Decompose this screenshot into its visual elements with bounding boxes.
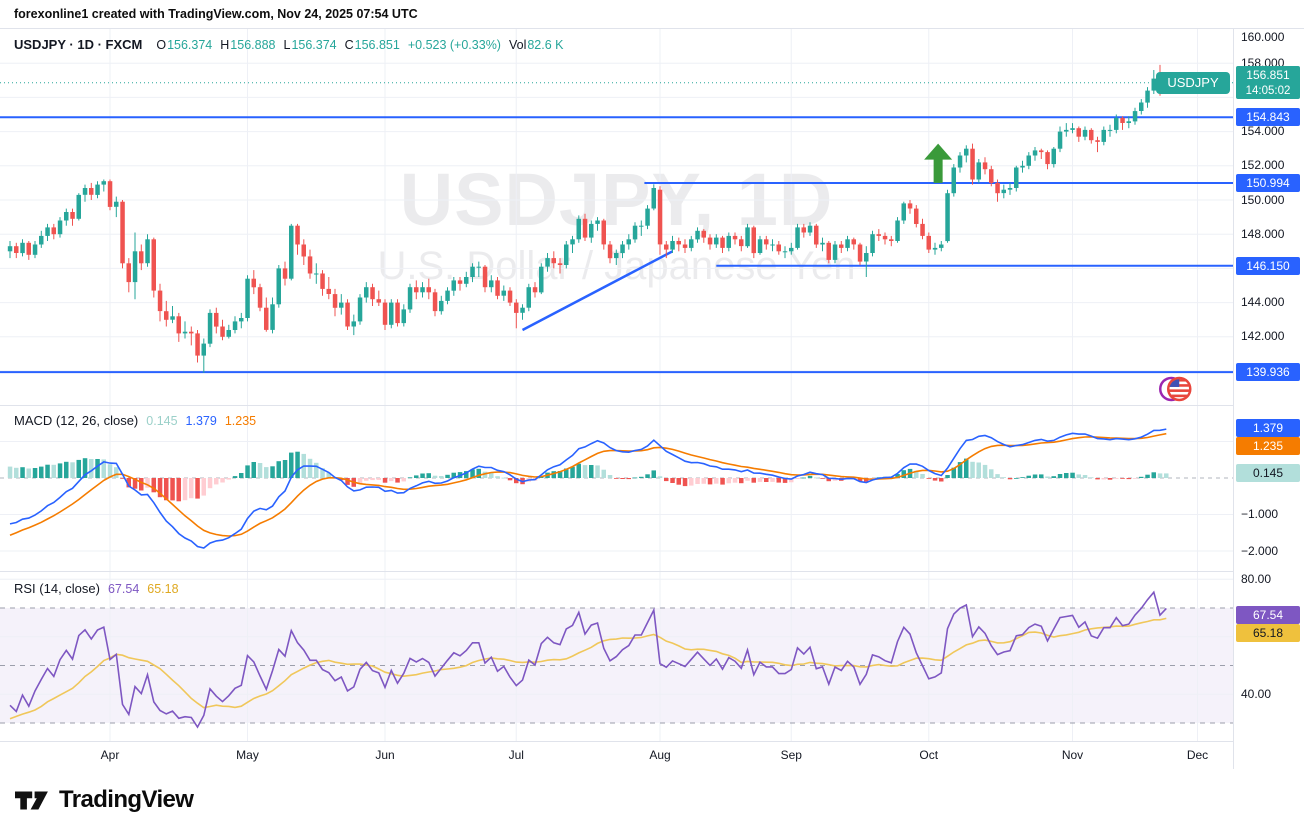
macd-histogram-value: 0.145 bbox=[146, 414, 178, 428]
macd-value-badge: 1.379 bbox=[1236, 418, 1300, 437]
chart-area: USDJPY, 1D U.S. Dollar / Japanese Yen US… bbox=[0, 28, 1304, 770]
high-label: H bbox=[220, 38, 230, 52]
macd-line bbox=[9, 428, 1167, 549]
rsi-legend: RSI (14, close) 67.54 65.18 bbox=[14, 581, 179, 596]
time-tick-nov: Nov bbox=[1061, 748, 1084, 762]
tradingview-wordmark[interactable]: TradingView bbox=[59, 786, 194, 813]
macd-title[interactable]: MACD (12, 26, close) bbox=[14, 413, 139, 428]
rsi-line-value: 67.54 bbox=[107, 582, 140, 596]
chart-canvas[interactable] bbox=[0, 29, 1233, 741]
trendline[interactable] bbox=[521, 250, 674, 332]
last-price-badge: 156.851 14:05:02 bbox=[1236, 65, 1300, 99]
pane-separator[interactable] bbox=[0, 405, 1304, 406]
histogram-value-badge: 0.145 bbox=[1236, 463, 1300, 482]
axis-tick-label: 152.000 bbox=[1241, 158, 1285, 173]
volume-label: Vol bbox=[508, 38, 527, 52]
macd-signal-value: 1.235 bbox=[224, 414, 257, 428]
open-value: 156.374 bbox=[167, 38, 213, 52]
attribution-text: forexonline1 created with TradingView.co… bbox=[14, 7, 418, 21]
axis-tick-label: 150.000 bbox=[1241, 192, 1285, 207]
volume-value: 82.6 K bbox=[527, 38, 564, 52]
macd-histogram bbox=[7, 451, 1169, 502]
time-tick-dec: Dec bbox=[1186, 748, 1209, 762]
time-scale[interactable]: Apr May Jun Jul Aug Sep Oct Nov Dec bbox=[0, 741, 1233, 770]
axis-tick-label: 142.000 bbox=[1241, 329, 1285, 344]
rsi-ma-value: 65.18 bbox=[147, 582, 179, 596]
rsi-line bbox=[9, 590, 1167, 729]
rsi-ma-value-badge: 65.18 bbox=[1236, 624, 1300, 643]
macd-legend: MACD (12, 26, close) 0.145 1.379 1.235 bbox=[14, 413, 256, 428]
pane-separator[interactable] bbox=[0, 571, 1304, 572]
high-value: 156.888 bbox=[230, 38, 276, 52]
axis-tick-label: 154.000 bbox=[1241, 124, 1285, 139]
time-tick-aug: Aug bbox=[649, 748, 671, 762]
axis-tick-label: 80.00 bbox=[1241, 571, 1272, 586]
rsi-value-badge: 67.54 bbox=[1236, 606, 1300, 625]
macd-signal-line bbox=[9, 432, 1167, 537]
time-tick-oct: Oct bbox=[919, 748, 939, 762]
macd-line-value: 1.379 bbox=[185, 414, 217, 428]
rsi-ma-line bbox=[9, 617, 1167, 720]
candlestick-series[interactable] bbox=[7, 64, 1169, 373]
low-value: 156.374 bbox=[291, 38, 337, 52]
low-label: L bbox=[283, 38, 291, 52]
time-tick-sep: Sep bbox=[780, 748, 802, 762]
axis-tick-label: 40.00 bbox=[1241, 686, 1272, 701]
axis-tick-label: 160.000 bbox=[1241, 30, 1285, 44]
rsi-band-fill bbox=[0, 608, 1233, 723]
level-price-badge: 139.936 bbox=[1236, 363, 1300, 382]
close-label: C bbox=[344, 38, 354, 52]
rsi-title[interactable]: RSI (14, close) bbox=[14, 581, 100, 596]
up-arrow-annotation[interactable] bbox=[924, 143, 953, 183]
open-label: O bbox=[156, 38, 167, 52]
us-flag-event-icon[interactable] bbox=[1159, 376, 1192, 402]
symbol-price-flag: USDJPY bbox=[1156, 71, 1230, 94]
time-tick-may: May bbox=[236, 748, 259, 762]
axis-tick-label: 144.000 bbox=[1241, 295, 1285, 310]
price-scale[interactable]: 160.000 158.000 154.000 152.000 150.000 148.0… bbox=[1233, 29, 1304, 769]
close-value: 156.851 bbox=[354, 38, 400, 52]
symbol-title[interactable]: USDJPY · 1D · FXCM bbox=[14, 37, 143, 52]
grid-lines bbox=[0, 29, 1233, 741]
level-price-badge: 146.150 bbox=[1236, 256, 1300, 275]
time-tick-jul: Jul bbox=[508, 748, 524, 762]
axis-tick-label: −2.000 bbox=[1241, 543, 1279, 558]
symbol-legend: USDJPY · 1D · FXCM O 156.374 H 156.888 L 15… bbox=[14, 37, 564, 52]
signal-value-badge: 1.235 bbox=[1236, 436, 1300, 455]
footer-branding: TradingView bbox=[13, 780, 194, 820]
time-tick-apr: Apr bbox=[100, 748, 120, 762]
level-price-badge: 150.994 bbox=[1236, 174, 1300, 192]
change-value: +0.523 (+0.33%) bbox=[407, 38, 501, 52]
axis-tick-label: −1.000 bbox=[1241, 507, 1279, 521]
tradingview-logo-icon[interactable] bbox=[13, 785, 50, 816]
countdown-timer: 14:05:02 bbox=[1245, 84, 1291, 97]
level-price-badge: 154.843 bbox=[1236, 108, 1300, 127]
axis-tick-label: 148.000 bbox=[1241, 226, 1285, 241]
time-tick-jun: Jun bbox=[375, 748, 395, 762]
